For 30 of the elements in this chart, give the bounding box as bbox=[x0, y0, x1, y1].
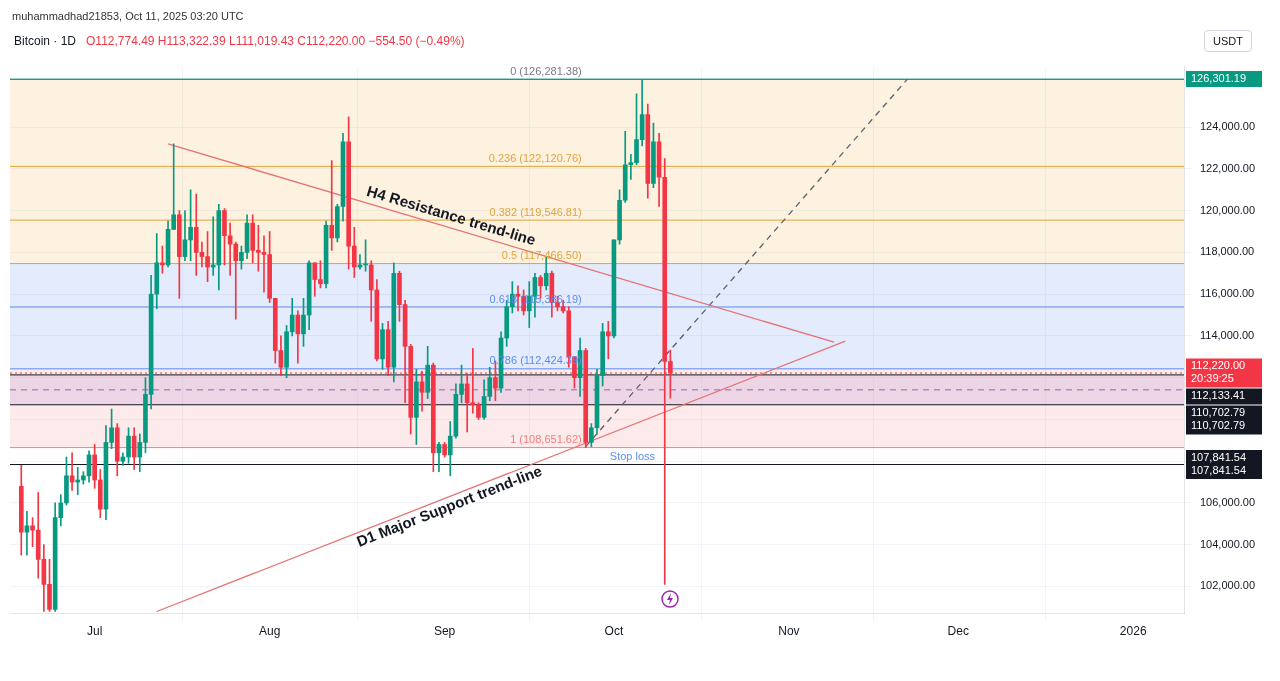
chart-subtitle: O112,774.49 H113,322.39 L111,019.43 C112,220.00 −554.50 (−0.49%) bbox=[86, 34, 465, 48]
y-tick-label: 122,000.00 bbox=[1200, 161, 1256, 174]
ref-line-label: 107,841.54 107,841.54 bbox=[1191, 450, 1247, 476]
y-tick-label: 106,000.00 bbox=[1200, 495, 1256, 508]
annotation: 0 (126,281.38) bbox=[510, 65, 582, 78]
annotation: 0.236 (122,120.76) bbox=[488, 151, 582, 164]
y-axis-title: USDT bbox=[1204, 30, 1252, 52]
annotation: 0.382 (119,546.81) bbox=[489, 205, 582, 218]
x-tick-label: Nov bbox=[778, 624, 800, 639]
ref-line-label: 126,301.19 bbox=[1191, 71, 1247, 84]
annotation: 1 (108,651.62) bbox=[510, 433, 582, 446]
y-tick-label: 102,000.00 bbox=[1200, 579, 1256, 592]
x-tick-label: Sep bbox=[433, 624, 456, 639]
x-tick-label: Jul bbox=[86, 624, 103, 639]
y-tick-label: 118,000.00 bbox=[1200, 245, 1255, 258]
y-tick-label: 120,000.00 bbox=[1200, 203, 1256, 216]
ref-line-label: 112,133.41 bbox=[1191, 389, 1246, 402]
y-tick-label: 114,000.00 bbox=[1200, 328, 1255, 341]
y-tick-label: 124,000.00 bbox=[1200, 120, 1256, 133]
ref-line-label: 110,702.79 110,702.79 bbox=[1191, 406, 1246, 432]
x-tick-label: 2026 bbox=[1119, 624, 1147, 639]
x-tick-label: Dec bbox=[947, 624, 969, 639]
x-tick-label: Aug bbox=[258, 624, 281, 639]
x-tick-label: Oct bbox=[604, 624, 624, 639]
annotation: Stop loss bbox=[609, 450, 656, 463]
y-tick-label: 116,000.00 bbox=[1200, 287, 1255, 300]
y-tick-label: 104,000.00 bbox=[1200, 537, 1256, 550]
ref-line-label: 112,220.00 20:39:25 bbox=[1191, 359, 1246, 385]
chart-title: Bitcoin · 1D bbox=[14, 34, 77, 48]
text: muhammadhad21853, Oct 11, 2025 03:20 UTC bbox=[11, 9, 245, 24]
